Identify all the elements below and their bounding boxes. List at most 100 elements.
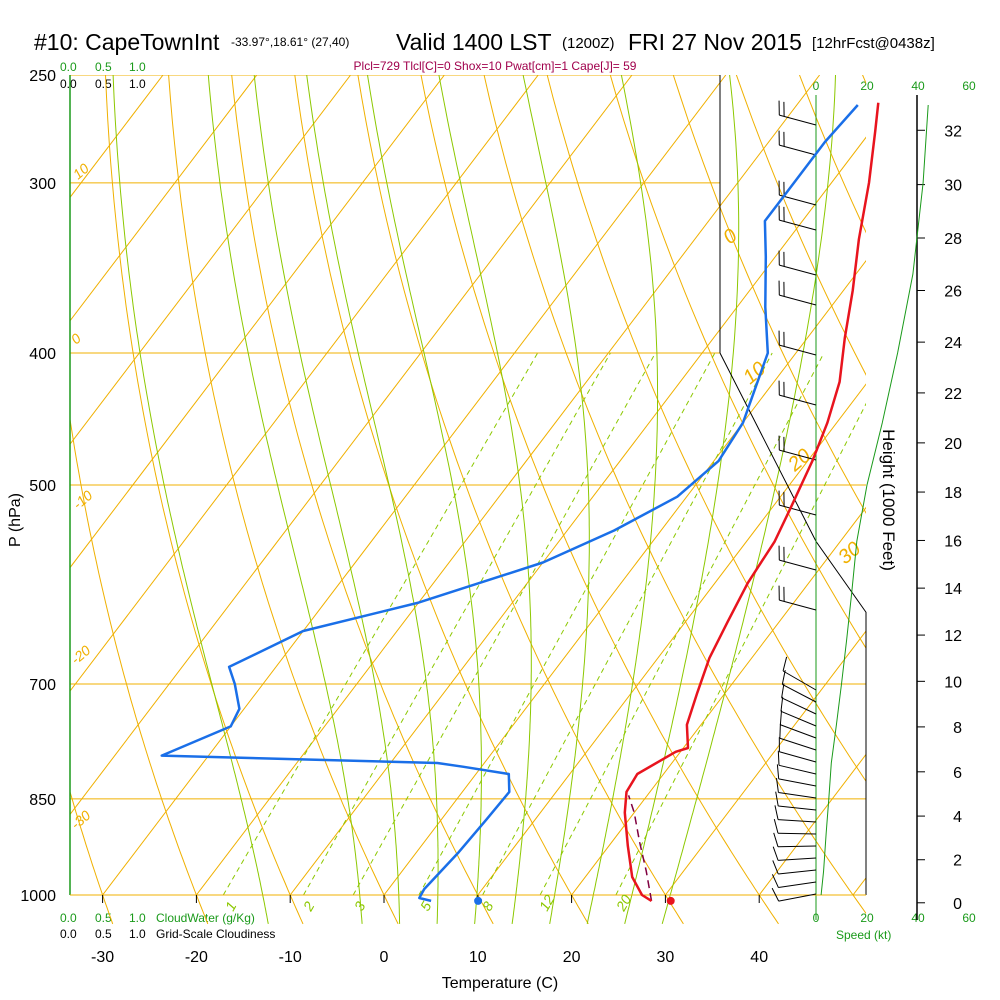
barb-staff <box>777 832 817 835</box>
moist-adiabat <box>661 75 836 925</box>
wind-top-tick-1: 20 <box>860 79 874 93</box>
valid-time: Valid 1400 LST <box>396 29 552 55</box>
height-tick-label: 20 <box>944 436 962 453</box>
wind-barb <box>775 791 817 811</box>
pressure-tick-label: 250 <box>29 68 56 85</box>
height-tick-label: 24 <box>944 335 962 352</box>
mixing-ratio-line <box>222 352 539 896</box>
isotherm-line <box>70 75 351 446</box>
pressure-tick-label: 300 <box>29 176 56 193</box>
valid-date: FRI 27 Nov 2015 <box>628 29 802 55</box>
isotherm-line <box>852 877 866 896</box>
mixing-ratio-label: 12 <box>536 892 558 914</box>
mixing-ratio-label: 20 <box>612 892 634 915</box>
barb-flag <box>771 874 779 888</box>
isotherm-label: 30 <box>834 538 865 569</box>
wind-top-tick-0: 0 <box>813 79 820 93</box>
cloud-top-black-0: 0.0 <box>60 77 77 91</box>
barb-flag <box>772 846 779 861</box>
mixing-ratio-line <box>352 352 656 896</box>
wind-barb <box>778 130 817 156</box>
wind-barb <box>773 832 817 848</box>
cloud-scale-top: 0.0 0.5 1.0 0.0 0.5 1.0 <box>60 60 146 91</box>
wind-speed-label: Speed (kt) <box>836 928 891 942</box>
dry-adiabat <box>70 416 209 925</box>
barb-staff <box>778 778 817 787</box>
moist-adiabat <box>112 75 269 925</box>
dry-adiabat <box>483 75 866 915</box>
moist-adiabat <box>253 75 401 924</box>
wind-barb <box>773 818 817 835</box>
wind-bottom-tick-2: 40 <box>911 911 925 925</box>
dry-adiabat <box>231 75 494 925</box>
cloud-bottom-green-0: 0.0 <box>60 911 77 925</box>
isotherm-line <box>289 136 866 896</box>
isotherm-label: 20 <box>783 445 815 477</box>
isotherm-line <box>70 75 258 322</box>
isotherm-line <box>383 259 866 896</box>
temperature-tick-label: 40 <box>750 949 768 966</box>
wind-barb <box>772 860 817 875</box>
wind-barb <box>774 805 817 823</box>
barb-staff <box>778 881 817 889</box>
barb-staff <box>779 751 817 763</box>
wind-barb <box>778 100 817 126</box>
cloud-bottom-black-1: 0.5 <box>95 927 112 941</box>
moist-adiabat <box>624 75 740 925</box>
dry-adiabat <box>357 75 684 925</box>
barb-flag <box>772 860 779 875</box>
height-tick-label: 28 <box>944 231 962 248</box>
barb-staff <box>779 504 817 516</box>
zulu-time: (1200Z) <box>562 35 615 52</box>
dry-adiabat <box>70 790 114 925</box>
wind-bottom-tick-3: 60 <box>962 911 976 925</box>
barb-staff <box>779 294 817 306</box>
barb-flag <box>780 696 784 712</box>
barb-staff <box>778 791 817 799</box>
wind-barb <box>778 585 817 611</box>
barb-staff <box>781 697 817 715</box>
wind-bottom-tick-1: 20 <box>860 911 874 925</box>
barb-staff <box>779 449 817 461</box>
wind-barb <box>778 205 817 231</box>
height-tick-label: 14 <box>944 581 962 598</box>
dry-adiabat <box>978 51 1000 924</box>
surface-dewpoint-marker <box>474 896 483 905</box>
surface-temperature-marker <box>666 896 675 905</box>
wind-barb <box>781 670 817 703</box>
isotherm-line <box>665 630 866 896</box>
pressure-tick-label: 850 <box>29 792 56 809</box>
cloud-top-green-1: 0.5 <box>95 60 112 74</box>
height-tick-label: 12 <box>944 628 962 645</box>
temperature-tick-label: 20 <box>563 949 581 966</box>
moist-adiabat <box>306 75 439 924</box>
wind-barb <box>781 683 817 715</box>
temperature-tick-label: -10 <box>279 949 302 966</box>
isotherm-line <box>477 383 866 896</box>
wind-barb <box>778 545 817 571</box>
barb-flag <box>776 777 779 793</box>
barb-staff <box>778 764 817 775</box>
height-tick-label: 22 <box>944 386 962 403</box>
moist-adiabat <box>207 75 363 924</box>
isotherm-line <box>70 75 445 569</box>
barb-staff <box>778 857 817 861</box>
forecast-label: [12hrFcst@0438z] <box>812 35 935 52</box>
barb-staff <box>778 869 817 875</box>
wind-barb <box>778 280 817 306</box>
cloud-scale-bottom: 0.0 0.5 1.0 CloudWater (g/Kg) 0.0 0.5 1.… <box>60 911 275 941</box>
temperature-tick-label: -30 <box>91 949 114 966</box>
barb-staff <box>780 724 817 739</box>
barb-staff <box>779 344 817 356</box>
isotherm-label: -30 <box>68 807 94 832</box>
cloud-top-green-0: 0.0 <box>60 60 77 74</box>
y-axis-title: P (hPa) <box>7 493 24 547</box>
moist-adiabat <box>522 75 590 924</box>
barb-staff <box>779 599 817 611</box>
cloud-top-green-2: 1.0 <box>129 60 146 74</box>
barb-flag <box>776 764 780 779</box>
wind-barb <box>778 737 817 763</box>
wind-barb <box>776 764 817 787</box>
barb-flag <box>774 805 779 820</box>
